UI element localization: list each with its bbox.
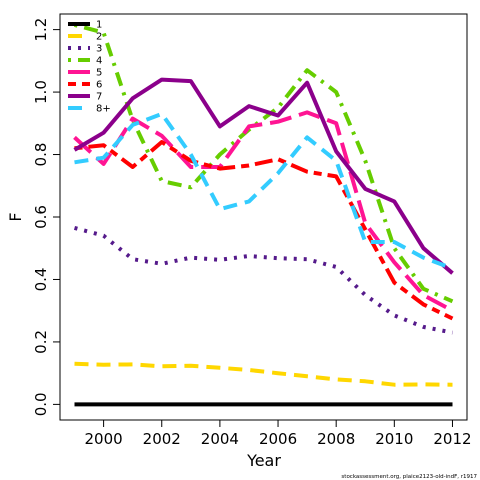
credit-text: stockassessment.org, plaice2123-old-indF… [341,474,477,480]
y-tick-label: 1.0 [32,80,50,104]
legend-label: 4 [96,56,102,67]
x-tick-label: 2012 [433,430,471,448]
x-tick-label: 2004 [201,430,239,448]
y-tick-label: 0.4 [32,268,50,292]
series-line-2 [74,361,453,387]
series-line-3 [73,225,453,335]
y-tick-label: 0.2 [32,330,50,354]
y-tick-label: 0.6 [32,205,50,229]
series-line-8 [74,111,454,271]
x-tick-label: 2006 [259,430,297,448]
series-line-5 [73,110,454,313]
x-axis: 2000 2002 2004 2006 2008 2010 2012 [85,420,472,448]
legend-label: 8+ [96,104,111,115]
legend-label: 3 [96,44,102,55]
x-tick-label: 2008 [317,430,355,448]
x-tick-label: 2010 [375,430,413,448]
series-line-4 [73,22,454,304]
y-tick-label: 0.0 [32,392,50,416]
legend-label: 2 [96,32,102,43]
y-tick-label: 0.8 [32,143,50,167]
y-tick-label: 1.2 [32,18,50,42]
x-tick-label: 2002 [143,430,181,448]
x-tick-label: 2000 [85,430,123,448]
legend-label: 7 [96,92,102,103]
legend-label: 5 [96,68,102,79]
series-lines [73,22,454,407]
legend-label: 1 [96,20,102,31]
y-axis-title: F [6,212,25,221]
x-axis-title: Year [246,451,281,470]
legend-label: 6 [96,80,102,91]
y-axis: 0.0 0.2 0.4 0.6 0.8 1.0 1.2 [32,18,60,416]
series-line-7 [73,77,454,275]
series-line-6 [74,140,454,321]
